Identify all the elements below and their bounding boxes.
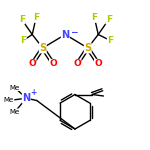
Text: N: N	[61, 30, 69, 39]
Text: O: O	[94, 59, 102, 68]
Text: S: S	[84, 43, 91, 53]
Text: F: F	[107, 36, 113, 45]
Text: F: F	[20, 36, 26, 45]
Text: Me: Me	[10, 109, 20, 115]
Text: S: S	[39, 43, 46, 53]
Text: O: O	[28, 59, 36, 68]
Text: Me: Me	[10, 85, 20, 91]
Text: F: F	[106, 15, 112, 24]
Text: Me: Me	[4, 98, 14, 103]
Text: F: F	[33, 14, 39, 22]
Text: O: O	[73, 59, 81, 68]
Text: +: +	[31, 88, 37, 97]
Text: N: N	[22, 93, 30, 103]
Text: −: −	[70, 28, 77, 37]
Text: F: F	[19, 15, 25, 24]
Text: O: O	[49, 59, 57, 68]
Text: F: F	[92, 14, 98, 22]
